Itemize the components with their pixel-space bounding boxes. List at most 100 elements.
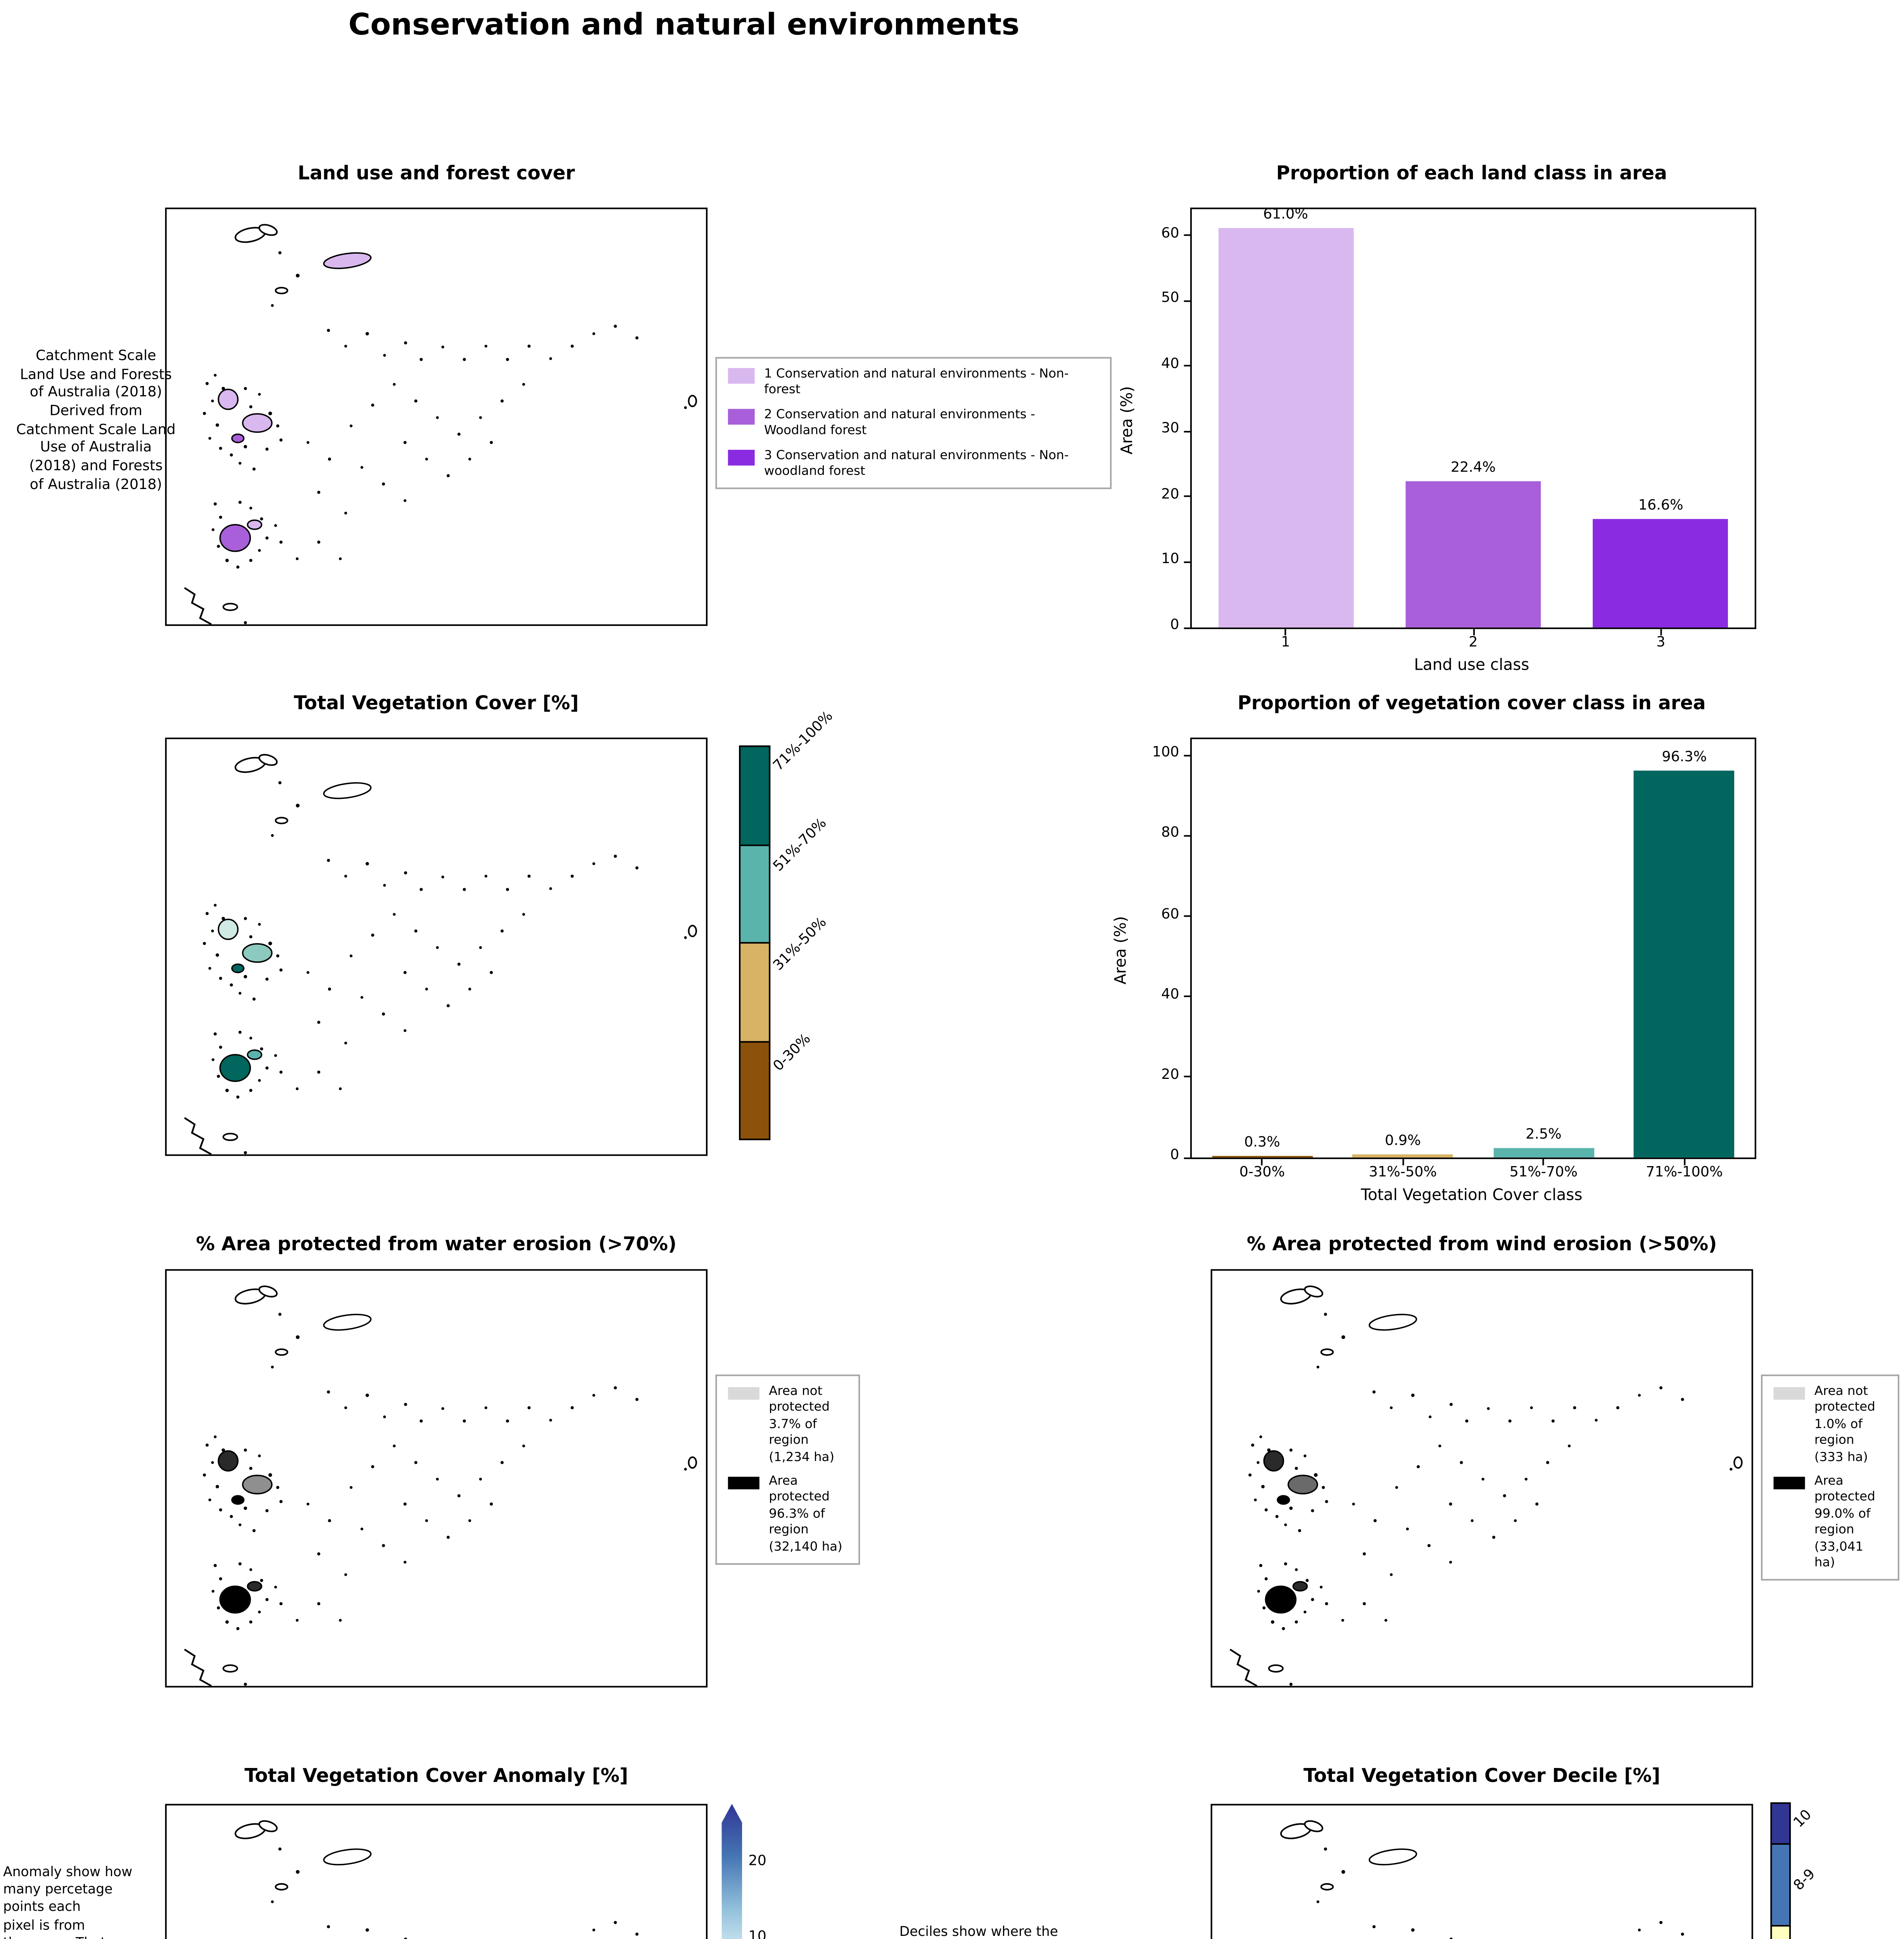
island-dot bbox=[279, 540, 283, 544]
island-dot bbox=[296, 804, 300, 808]
island-dot bbox=[243, 445, 247, 449]
island-dot bbox=[1248, 1473, 1252, 1477]
island-dot bbox=[1316, 1365, 1319, 1369]
bar bbox=[1352, 1154, 1454, 1158]
island-dot bbox=[1289, 1683, 1293, 1686]
island-dot bbox=[592, 332, 596, 335]
island-dot bbox=[208, 1498, 211, 1502]
island-dot bbox=[522, 383, 525, 386]
coastline bbox=[184, 1117, 212, 1154]
island-dot bbox=[216, 953, 219, 957]
map-patch-leftB bbox=[1288, 1474, 1318, 1495]
veg-cover-map-canvas bbox=[184, 754, 697, 1154]
island-dot bbox=[446, 474, 450, 477]
island-dot bbox=[1390, 1573, 1393, 1576]
island-dot bbox=[1289, 1506, 1293, 1510]
y-tick-label: 60 bbox=[1161, 907, 1179, 923]
island-dot bbox=[327, 859, 330, 862]
y-tick-mark bbox=[1184, 627, 1190, 629]
island-dot bbox=[238, 992, 242, 995]
island-dot bbox=[268, 941, 272, 945]
island-dot bbox=[238, 1562, 242, 1566]
island-dot bbox=[371, 403, 375, 407]
y-tick-mark bbox=[1184, 430, 1190, 432]
x-tick-label: 0-30% bbox=[1239, 1165, 1285, 1181]
island-dot bbox=[1262, 1606, 1266, 1610]
island-dot bbox=[1325, 1602, 1328, 1605]
island-dot bbox=[274, 524, 277, 527]
island-dot bbox=[1251, 1443, 1255, 1447]
island-dot bbox=[339, 1087, 342, 1090]
island-dot bbox=[249, 1568, 252, 1571]
legend-swatch bbox=[1773, 1476, 1805, 1490]
island-dot bbox=[258, 549, 261, 552]
y-tick-mark bbox=[1184, 835, 1190, 836]
island-dot bbox=[252, 467, 256, 471]
veg-class-chart-title: Proportion of vegetation cover class in … bbox=[1237, 692, 1706, 714]
x-tick-mark bbox=[1660, 629, 1662, 636]
y-tick-label: 40 bbox=[1161, 356, 1179, 373]
island-dot bbox=[214, 904, 217, 907]
island-dot bbox=[1295, 1620, 1298, 1624]
island-dot bbox=[328, 987, 331, 991]
island-dot bbox=[1638, 1394, 1641, 1397]
island-dot bbox=[327, 328, 330, 332]
island-dot bbox=[214, 502, 217, 506]
island-dot bbox=[436, 1478, 439, 1481]
land-use-source-note: Catchment Scale Land Use and Forests of … bbox=[16, 349, 176, 494]
island-dot bbox=[484, 874, 487, 878]
y-tick-mark bbox=[1184, 1156, 1190, 1158]
land-use-map-canvas bbox=[184, 224, 697, 624]
island-dot bbox=[265, 1509, 269, 1512]
island-dot bbox=[1438, 1444, 1441, 1448]
island-dot bbox=[419, 888, 423, 891]
island-dot bbox=[365, 1393, 369, 1397]
island-dot bbox=[468, 1519, 471, 1522]
island-dot bbox=[306, 441, 309, 444]
map-patch-leftC bbox=[231, 963, 245, 973]
map-patch-leftA bbox=[218, 1450, 239, 1472]
island-dot bbox=[278, 1313, 282, 1316]
island-dot bbox=[225, 1620, 229, 1624]
island-dot bbox=[219, 1508, 223, 1512]
map-patch-leftB bbox=[242, 1474, 273, 1495]
island-dot bbox=[249, 1089, 252, 1092]
bar-value-label: 61.0% bbox=[1263, 208, 1308, 224]
x-tick-mark bbox=[1543, 1159, 1545, 1166]
island-dot bbox=[419, 358, 423, 361]
coastline bbox=[1229, 1649, 1258, 1686]
island-dot bbox=[278, 781, 282, 785]
island-dot bbox=[684, 1467, 687, 1471]
x-tick-mark bbox=[1402, 1159, 1404, 1166]
bar-value-label: 0.9% bbox=[1385, 1133, 1421, 1149]
land-use-map bbox=[165, 207, 708, 626]
island-dot bbox=[436, 946, 439, 949]
island-dot bbox=[265, 1066, 269, 1070]
wind-erosion-legend: Area not protected 1.0% of region (333 h… bbox=[1761, 1374, 1899, 1581]
island-dot bbox=[249, 1620, 252, 1624]
island-dot bbox=[484, 345, 487, 348]
island-dot bbox=[1429, 1415, 1432, 1419]
coastline bbox=[184, 1649, 212, 1686]
island-dot bbox=[1411, 1928, 1415, 1932]
colorbar-class-label: 31%-50% bbox=[771, 915, 830, 975]
island-dot bbox=[271, 304, 274, 307]
island-dot bbox=[328, 457, 331, 461]
island-dot bbox=[614, 1921, 617, 1924]
island-dot bbox=[295, 1619, 299, 1622]
island-dot bbox=[211, 528, 215, 531]
island-dot bbox=[1254, 1498, 1257, 1502]
island-dot bbox=[463, 1419, 466, 1423]
island-dot bbox=[258, 1079, 261, 1082]
island-dot bbox=[211, 1590, 215, 1593]
island-dot bbox=[1487, 1407, 1490, 1410]
island-outline bbox=[274, 817, 288, 824]
island-dot bbox=[446, 1536, 450, 1539]
island-dot bbox=[1261, 1485, 1265, 1488]
island-dot bbox=[527, 874, 531, 878]
land-class-chart: 0 10 20 30 40 50 60 1 61.0% 2 22.4% 3 16.6% bbox=[1161, 207, 1756, 651]
island-dot bbox=[1681, 1932, 1684, 1936]
island-dot bbox=[205, 912, 209, 915]
island-dot bbox=[446, 1004, 450, 1008]
y-tick-mark bbox=[1184, 995, 1190, 997]
